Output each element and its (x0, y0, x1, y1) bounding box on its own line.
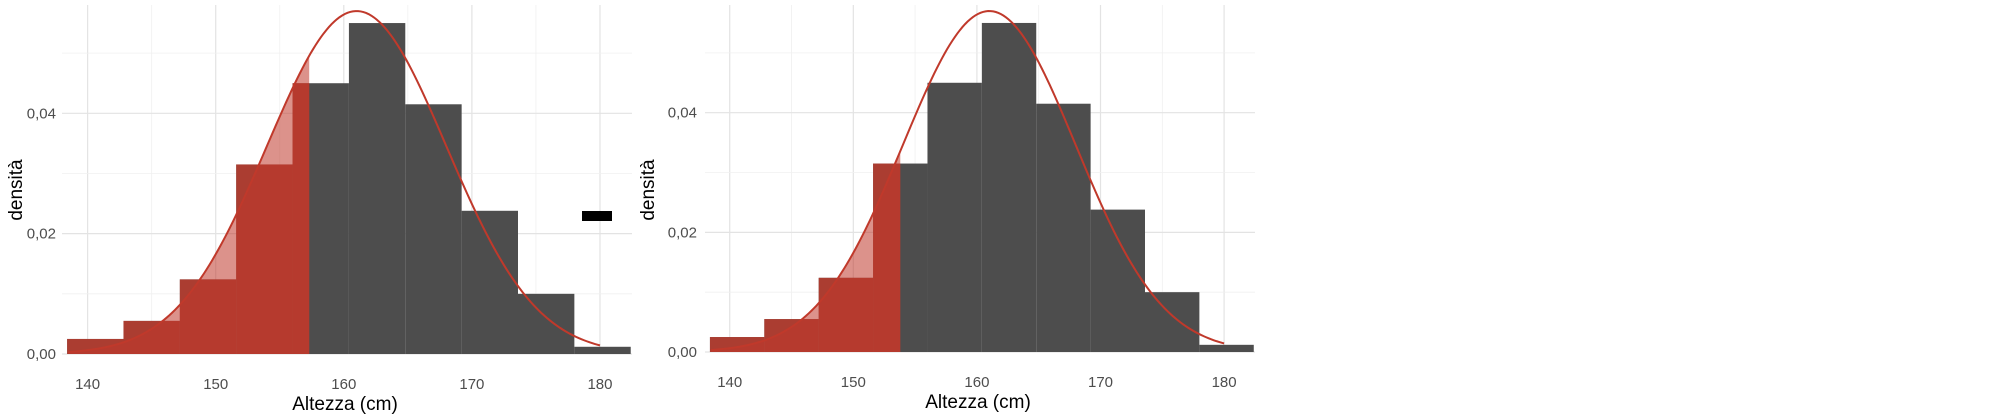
y-axis-title: densità (638, 159, 659, 221)
histogram-bar (927, 82, 982, 352)
shaded-region (709, 151, 901, 352)
x-tick-label: 160 (331, 376, 356, 393)
density-curve (711, 10, 1225, 352)
histogram-bar (405, 104, 462, 354)
y-tick-labels: 0,00 0,02 0,04 (668, 105, 697, 361)
histogram-bar (518, 293, 575, 354)
histogram-bar (461, 210, 518, 354)
x-axis-title: Altezza (cm) (925, 392, 1031, 413)
y-tick-label: 0,02 (27, 226, 56, 243)
y-tick-label: 0,04 (668, 105, 697, 122)
x-tick-label: 150 (841, 374, 866, 391)
chart-panel-right: 140 150 160 170 180 0,00 0,02 0,04 Altezza (cm… (638, 5, 1255, 413)
histogram-bar (574, 346, 631, 354)
normal-density-line (711, 10, 1225, 352)
x-tick-label: 140 (75, 376, 100, 393)
histogram-bar (1090, 209, 1145, 352)
x-tick-label: 170 (1088, 374, 1113, 391)
histogram-bar (981, 22, 1037, 353)
density-curve (68, 10, 601, 354)
x-tick-label: 170 (459, 376, 484, 393)
y-tick-label: 0,00 (27, 346, 56, 363)
x-axis-title: Altezza (cm) (292, 394, 398, 414)
y-tick-label: 0,00 (668, 344, 697, 361)
x-tick-label: 140 (717, 374, 742, 391)
y-tick-label: 0,04 (27, 105, 56, 122)
x-tick-labels: 140 150 160 170 180 (75, 376, 612, 393)
x-tick-label: 180 (1212, 374, 1237, 391)
histogram-bar (1199, 344, 1254, 352)
black-marker (582, 211, 612, 221)
histogram-bar (1036, 103, 1091, 352)
histogram-bar (1145, 292, 1200, 352)
x-tick-label: 160 (964, 374, 989, 391)
shaded-curve-area (711, 151, 901, 352)
histogram-bar (348, 23, 406, 354)
x-tick-label: 150 (203, 376, 228, 393)
y-tick-label: 0,02 (668, 224, 697, 241)
y-tick-labels: 0,00 0,02 0,04 (27, 105, 56, 363)
shaded-region (67, 55, 310, 355)
normal-density-line (68, 10, 601, 354)
shaded-curve-area (68, 55, 310, 354)
x-tick-labels: 140 150 160 170 180 (717, 374, 1236, 391)
x-tick-label: 180 (587, 376, 612, 393)
chart-panel-left: 140 150 160 170 180 0,00 0,02 0,04 Altezza (cm… (6, 5, 632, 414)
y-axis-title: densità (6, 159, 27, 221)
